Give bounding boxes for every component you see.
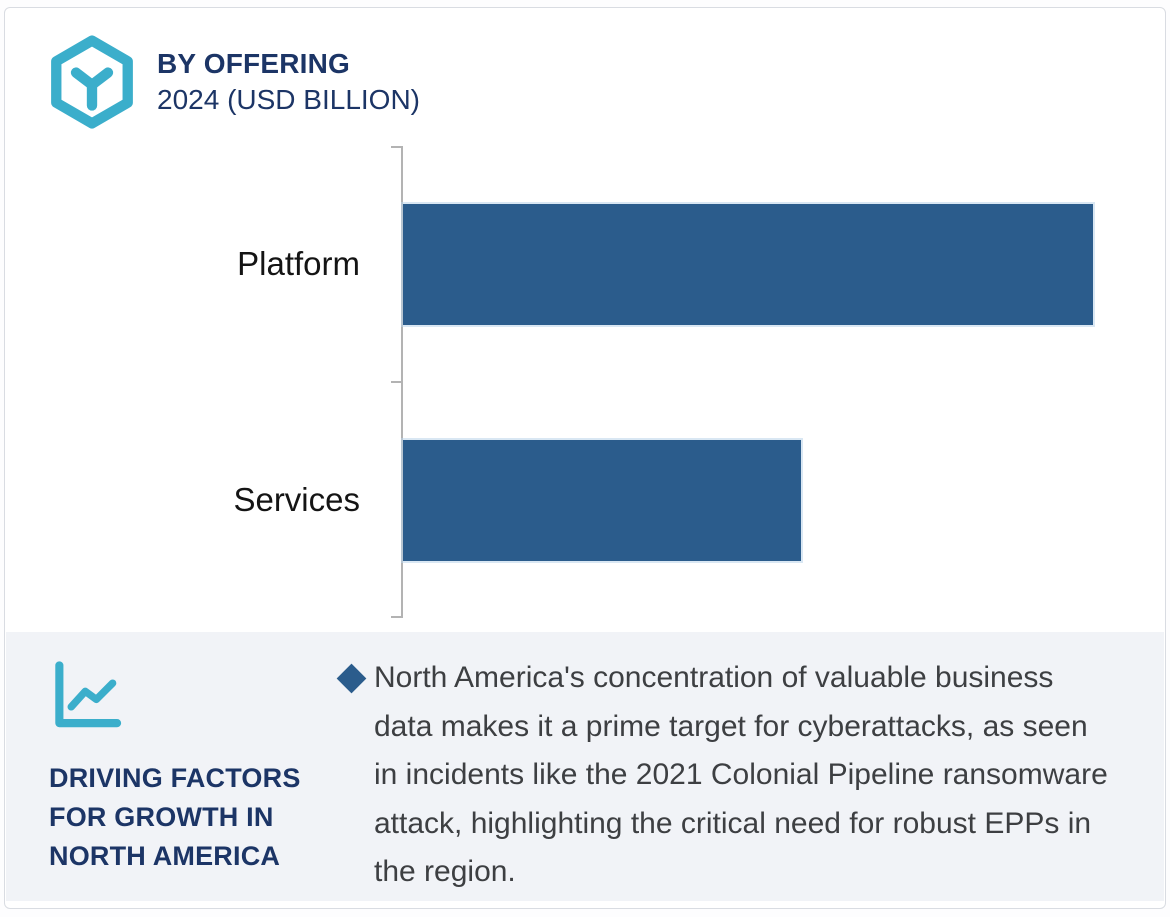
- line-chart-icon: [55, 661, 122, 728]
- factors-heading-line: DRIVING FACTORS: [49, 763, 301, 793]
- plot-area: [403, 382, 1153, 618]
- factors-heading-line: FOR GROWTH IN: [49, 802, 274, 832]
- factors-left-column: DRIVING FACTORS FOR GROWTH IN NORTH AMER…: [49, 658, 329, 876]
- bar-row-platform: Platform: [5, 146, 1165, 382]
- y-axis-line: [401, 146, 403, 618]
- axis-tick: [391, 381, 402, 383]
- factors-right-column: North America's concentration of valuabl…: [336, 654, 1119, 897]
- hexagon-y-logo-icon: [51, 35, 133, 129]
- diamond-bullet-icon: [336, 663, 367, 694]
- axis-tick: [391, 616, 402, 618]
- category-label-platform: Platform: [237, 245, 360, 282]
- factors-heading: DRIVING FACTORS FOR GROWTH IN NORTH AMER…: [49, 759, 329, 876]
- chart-title: BY OFFERING: [157, 48, 351, 79]
- bar-chart: Platform Services: [5, 146, 1165, 618]
- driving-factors-panel: DRIVING FACTORS FOR GROWTH IN NORTH AMER…: [6, 632, 1164, 901]
- factor-text: North America's concentration of valuabl…: [374, 661, 1108, 888]
- plot-area: [403, 146, 1153, 382]
- header-text: BY OFFERING 2024 (USD BILLION): [157, 46, 420, 118]
- factors-heading-line: NORTH AMERICA: [49, 841, 281, 871]
- card-header: BY OFFERING 2024 (USD BILLION): [45, 35, 420, 129]
- category-label-services: Services: [233, 481, 360, 518]
- bar-platform: [403, 204, 1093, 325]
- bar-row-services: Services: [5, 382, 1165, 618]
- bar-services: [403, 440, 801, 561]
- chart-card: BY OFFERING 2024 (USD BILLION) Platform …: [4, 7, 1166, 909]
- factor-bullet-item: North America's concentration of valuabl…: [336, 654, 1119, 897]
- chart-subtitle: 2024 (USD BILLION): [157, 84, 420, 115]
- axis-tick: [391, 146, 402, 148]
